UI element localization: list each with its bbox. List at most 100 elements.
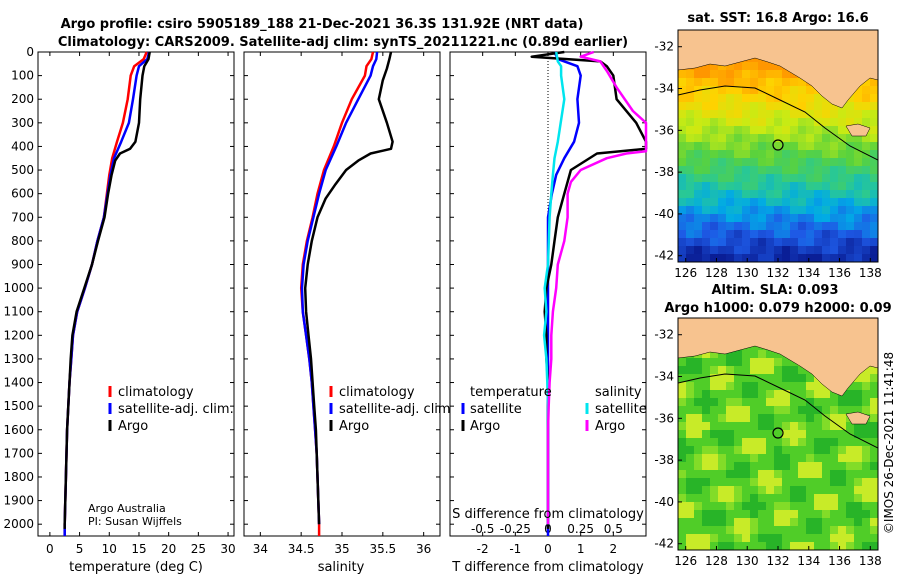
sst-cell — [702, 174, 710, 182]
map-x-tick-label: 136 — [828, 554, 851, 568]
map-y-tick-label: -36 — [654, 411, 674, 425]
sst-cell — [686, 118, 694, 126]
sst-cell — [742, 214, 750, 222]
sla-cell — [782, 438, 790, 446]
sst-cell — [710, 198, 718, 206]
sst-cell — [750, 206, 758, 214]
sla-cell — [766, 462, 774, 470]
sst-cell — [718, 182, 726, 190]
sla-cell — [870, 422, 878, 430]
sst-cell — [798, 142, 806, 150]
sla-cell — [774, 462, 782, 470]
sst-cell — [734, 246, 742, 254]
sst-cell — [694, 134, 702, 142]
sst-cell — [822, 142, 830, 150]
sst-cell — [806, 134, 814, 142]
map-x-tick-label: 132 — [767, 554, 790, 568]
sst-cell — [830, 126, 838, 134]
sst-cell — [798, 230, 806, 238]
sst-cell — [734, 190, 742, 198]
sla-cell — [814, 446, 822, 454]
sst-cell — [686, 238, 694, 246]
sst-cell — [822, 118, 830, 126]
sst-cell — [694, 254, 702, 262]
sst-cell — [814, 182, 822, 190]
sst-cell — [718, 94, 726, 102]
sla-cell — [870, 502, 878, 510]
sla-cell — [782, 430, 790, 438]
sst-cell — [774, 94, 782, 102]
sla-cell — [766, 478, 774, 486]
sst-cell — [822, 126, 830, 134]
sla-cell — [838, 454, 846, 462]
sla-cell — [862, 534, 870, 542]
sst-cell — [694, 110, 702, 118]
sla-cell — [678, 454, 686, 462]
sla-cell — [822, 438, 830, 446]
sst-map: sat. SST: 16.8 Argo: 16.6 126 128 130 132 13… — [654, 11, 881, 280]
sst-cell — [678, 118, 686, 126]
sst-cell — [862, 222, 870, 230]
sla-cell — [726, 422, 734, 430]
sla-cell — [694, 478, 702, 486]
title-line-2: Climatology: CARS2009. Satellite-adj cli… — [58, 35, 628, 50]
sla-cell — [718, 526, 726, 534]
sst-cell — [726, 86, 734, 94]
sst-cell — [766, 134, 774, 142]
sla-cell — [830, 430, 838, 438]
sst-cell — [710, 214, 718, 222]
sla-cell — [750, 542, 758, 550]
sst-cell — [870, 150, 878, 158]
sst-cell — [870, 238, 878, 246]
sla-cell — [694, 454, 702, 462]
sla-cell — [734, 454, 742, 462]
sla-cell — [710, 542, 718, 550]
sla-cell — [726, 406, 734, 414]
sla-cell — [766, 438, 774, 446]
sla-cell — [726, 454, 734, 462]
sst-cell — [734, 206, 742, 214]
sla-cell — [806, 494, 814, 502]
sla-cell — [758, 534, 766, 542]
sst-cell — [822, 246, 830, 254]
sst-cell — [830, 102, 838, 110]
sst-cell — [718, 174, 726, 182]
sla-cell — [718, 366, 726, 374]
map-y-tick-label: -34 — [654, 370, 674, 384]
sst-cell — [718, 70, 726, 78]
sst-cell — [750, 190, 758, 198]
sst-cell — [822, 166, 830, 174]
sla-cell — [718, 462, 726, 470]
sla-cell — [790, 510, 798, 518]
sst-cell — [718, 222, 726, 230]
sla-cell — [862, 486, 870, 494]
sst-cell — [766, 230, 774, 238]
sst-cell — [782, 102, 790, 110]
difference-depth-ticks — [450, 51, 646, 525]
sla-cell — [702, 382, 710, 390]
sla-cell — [702, 406, 710, 414]
y-tick-label: 800 — [11, 234, 34, 248]
sla-cell — [686, 510, 694, 518]
sla-cell — [846, 526, 854, 534]
sla-cell — [798, 470, 806, 478]
sla-cell — [838, 486, 846, 494]
sst-cell — [854, 134, 862, 142]
sla-cell — [854, 374, 862, 382]
sst-cell — [726, 246, 734, 254]
sla-cell — [806, 390, 814, 398]
sla-cell — [798, 462, 806, 470]
sst-cell — [766, 126, 774, 134]
sla-cell — [750, 462, 758, 470]
sst-cell — [814, 222, 822, 230]
sla-cell — [694, 502, 702, 510]
sla-cell — [742, 414, 750, 422]
sst-cell — [790, 150, 798, 158]
annotation-pi: PI: Susan Wijffels — [88, 515, 182, 528]
sla-cell — [686, 534, 694, 542]
sst-cell — [838, 166, 846, 174]
salinity-axis-ticks: 34 34.5 35 35.5 36 — [253, 52, 431, 556]
sla-cell — [734, 390, 742, 398]
sst-cell — [806, 230, 814, 238]
sla-cell — [870, 398, 878, 406]
